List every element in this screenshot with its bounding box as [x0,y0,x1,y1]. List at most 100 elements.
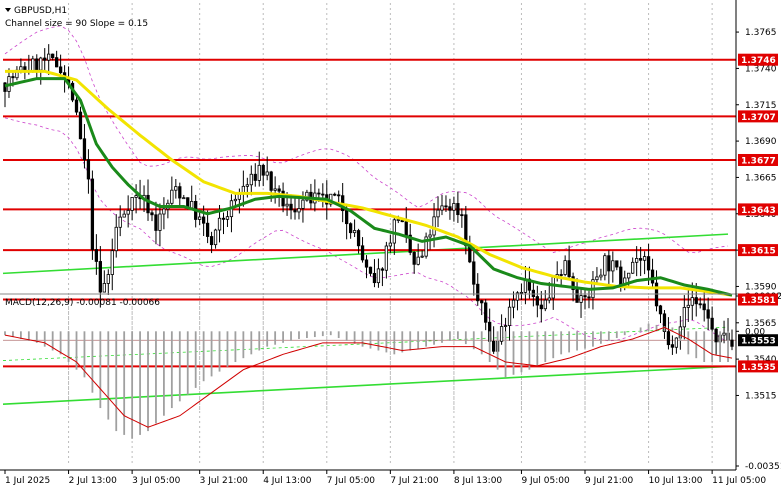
y-tick-label: 1.3690 [745,137,777,147]
candle [106,269,110,295]
candle-body [444,205,448,208]
ma-slow-line [5,69,733,297]
candle [650,258,655,289]
candle-body [201,216,206,224]
macd-bar [250,331,253,355]
channel-label: Channel size = 90 Slope = 0.15 [5,19,148,29]
macd-bar [155,331,157,424]
candle-body [130,197,134,211]
candle [170,176,174,207]
x-tick-label: 10 Jul 13:00 [649,476,703,486]
candle-body [178,186,182,199]
macd-bar [131,331,134,439]
candle-body [233,198,238,202]
candle-body [682,307,686,328]
candle-body [19,66,23,71]
candle-body [567,260,571,278]
candle-body [527,278,532,291]
candle-body [360,245,365,261]
macd-bar [671,327,674,332]
candle-body [642,256,647,261]
macd-bar [369,331,372,349]
candle [368,266,373,277]
macd-bar [695,331,698,359]
candle-body [674,337,679,348]
macd-bar [623,331,626,336]
candle-body [221,217,226,220]
candle [511,291,516,319]
macd-bar [639,327,642,332]
candle [480,299,484,316]
x-tick-label: 7 Jul 05:00 [327,476,376,486]
macd-bar [528,331,531,370]
candle-body [615,260,619,268]
candle [122,210,126,218]
candle [102,270,106,293]
candle-body [51,53,55,59]
y-tick-label: 1.3740 [745,64,777,74]
macd-bar [4,331,6,336]
candle [631,257,635,274]
x-tick-label: 3 Jul 05:00 [132,476,181,486]
macd-bar [464,331,467,345]
macd-bar [711,331,714,363]
macd-bar [139,331,141,435]
candle [348,222,353,239]
candle [388,234,392,253]
candle-body [503,325,508,327]
macd-bar [67,331,70,363]
candle-body [611,260,615,272]
x-tick-label: 1 Jul 2025 [5,476,50,486]
macd-bar [345,331,348,341]
macd-bar [321,331,324,337]
candle-body [249,173,253,186]
macd-bar [568,331,571,353]
macd-bar [306,331,308,339]
symbol-dropdown-icon[interactable] [5,8,11,12]
candle [682,295,686,340]
candle [698,297,702,309]
macd-bar [115,331,118,432]
candle-body [43,57,47,61]
candle-body [352,230,357,234]
candle-body [547,297,551,301]
candle [670,335,675,355]
candle [321,183,325,208]
candle-body [575,289,579,303]
macd-bar [274,331,277,345]
macd-bar [353,331,356,344]
moving-averages [4,69,733,297]
candle [603,253,607,281]
candle-body [122,213,126,218]
candle-body [551,276,555,299]
macd-bar [480,331,483,355]
candle [297,196,301,220]
candle [642,251,647,275]
candle [174,179,178,199]
candle-body [507,306,512,326]
macd-bar [59,331,62,355]
macd-label: MACD(12,26,9) -0.00081 -0.00066 [5,298,160,308]
macd-bar [449,331,451,341]
candle-body [174,186,178,191]
candle [686,290,690,322]
candle-body [599,274,603,278]
candle-body [440,205,444,211]
macd-bar [35,331,38,343]
level-label-box [738,244,778,257]
candle-body [492,340,496,352]
candle [94,234,99,275]
candle-body [317,192,321,195]
candle [253,163,257,187]
candle-body [372,272,377,284]
candle [265,156,269,181]
macd-bar [703,331,706,363]
macd-bar [687,331,690,355]
candle-body [337,194,341,197]
macd-bar [433,331,435,345]
candle [356,228,361,254]
candle-body [559,274,563,276]
candle [448,198,452,220]
y-tick-label: 1.3665 [745,173,777,183]
